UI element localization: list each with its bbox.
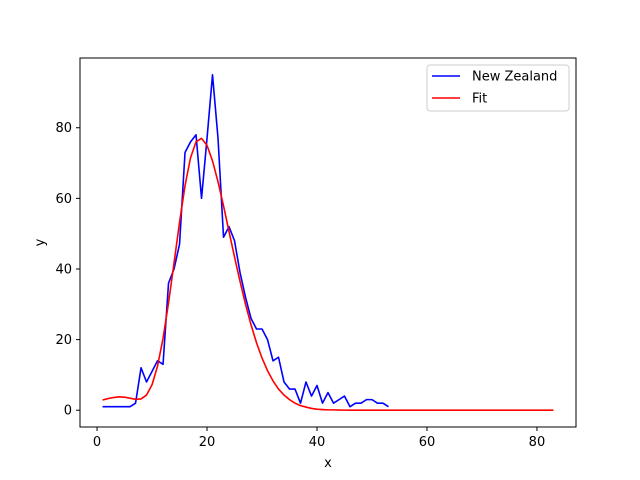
plot-frame [79,57,577,428]
y-tick-label: 0 [64,404,72,419]
y-axis-label: y [33,238,48,246]
series-line-2 [102,137,554,412]
x-axis-label: x [324,456,332,471]
y-axis: 0 20 40 60 80 [55,121,80,419]
x-tick-label: 40 [309,435,326,450]
y-tick-label: 40 [55,262,72,277]
x-axis: 0 20 40 60 80 [93,427,545,450]
series-line-1 [102,73,389,408]
plot-series [102,73,554,412]
legend: New Zealand Fit [426,64,570,112]
x-tick-label: 0 [93,435,101,450]
x-tick-label: 20 [199,435,216,450]
x-tick-label: 80 [529,435,546,450]
y-tick-label: 80 [55,121,72,136]
legend-label: Fit [472,92,487,107]
legend-label: New Zealand [472,70,557,85]
y-tick-label: 60 [55,192,72,207]
legend-box [426,64,570,112]
y-tick-label: 20 [55,333,72,348]
x-tick-label: 60 [419,435,436,450]
